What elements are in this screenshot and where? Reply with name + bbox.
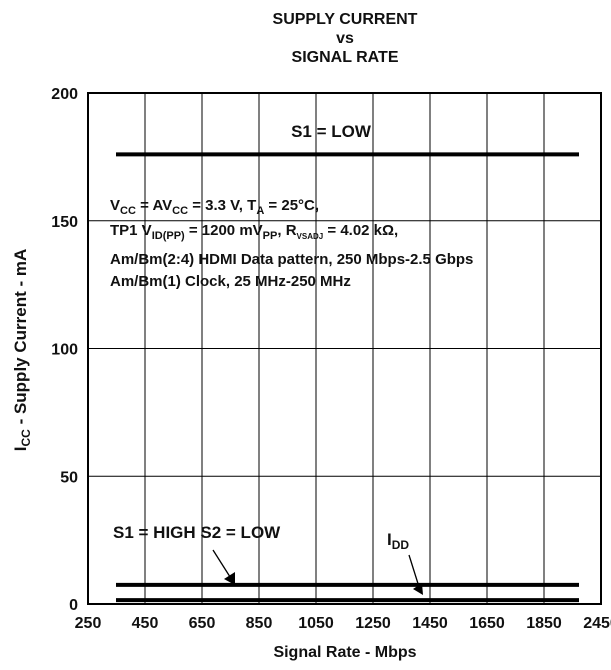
series-label-s1-low: S1 = LOW	[291, 122, 372, 141]
condition-line3-part-0: Am/Bm(2:4) HDMI Data pattern, 250 Mbps-2…	[110, 251, 473, 268]
x-tick-label-0: 250	[75, 615, 102, 632]
condition-line2-part-2: = 1200 mV	[185, 222, 263, 239]
x-tick-label-9: 2450	[583, 615, 611, 632]
y-axis-label-rest: - Supply Current - mA	[11, 249, 30, 429]
x-tick-label-8: 1850	[526, 615, 562, 632]
condition-line1-part-1: CC	[120, 205, 136, 217]
arrow-idd	[408, 554, 421, 591]
arrowhead-s1-high-s2-low	[224, 572, 235, 585]
x-tick-label-6: 1450	[412, 615, 448, 632]
grid-lines	[88, 93, 601, 604]
y-tick-label-4: 200	[51, 86, 78, 103]
x-tick-label-5: 1250	[355, 615, 391, 632]
y-axis-label-main: I	[11, 447, 30, 452]
chart-title-line-2: vs	[336, 30, 354, 47]
condition-line4-part-0: Am/Bm(1) Clock, 25 MHz-250 MHz	[110, 273, 351, 290]
condition-line1-part-6: = 25°C,	[264, 197, 319, 214]
idd-label-main: I	[387, 530, 392, 549]
condition-line2-part-6: = 4.02 kΩ,	[323, 222, 398, 239]
condition-line2-part-1: ID(PP)	[152, 230, 185, 242]
condition-line2: TP1 VID(PP) = 1200 mVPP, RVSADJ = 4.02 k…	[110, 222, 398, 242]
y-tick-label-1: 50	[60, 469, 78, 486]
condition-line1-part-3: CC	[172, 205, 188, 217]
y-tick-label-3: 150	[51, 214, 78, 231]
x-tick-labels: 250 450 650 850 1050 1250 1450 1650 1850 2450	[75, 615, 611, 632]
condition-line2-part-3: PP	[263, 230, 278, 242]
y-tick-labels: 0 50 100 150 200	[51, 86, 78, 614]
data-series	[116, 152, 579, 603]
condition-line1-part-5: A	[256, 205, 264, 217]
test-conditions-note: VCC = AVCC = 3.3 V, TA = 25°C,TP1 VID(PP…	[110, 197, 473, 290]
y-tick-label-2: 100	[51, 342, 78, 359]
x-tick-label-7: 1650	[469, 615, 505, 632]
condition-line4: Am/Bm(1) Clock, 25 MHz-250 MHz	[110, 273, 351, 290]
x-tick-label-2: 650	[189, 615, 216, 632]
x-tick-label-4: 1050	[298, 615, 334, 632]
condition-line2-part-0: TP1 V	[110, 222, 152, 239]
condition-line2-part-5: VSADJ	[297, 232, 324, 241]
condition-line1-part-0: V	[110, 197, 120, 214]
arrowhead-idd	[413, 583, 423, 595]
plot-frame	[87, 92, 602, 605]
series-label-idd: IDD	[387, 530, 409, 552]
condition-line3: Am/Bm(2:4) HDMI Data pattern, 250 Mbps-2…	[110, 251, 473, 268]
series-label-s1-high-s2-low: S1 = HIGH S2 = LOW	[113, 523, 281, 542]
condition-line1: VCC = AVCC = 3.3 V, TA = 25°C,	[110, 197, 319, 217]
chart-title-line-1: SUPPLY CURRENT	[273, 11, 418, 28]
condition-line2-part-4: , R	[277, 222, 296, 239]
chart-title-line-3: SIGNAL RATE	[292, 49, 399, 66]
x-axis-label: Signal Rate - Mbps	[273, 644, 416, 661]
idd-label-sub: DD	[392, 538, 410, 552]
y-axis-label: ICC - Supply Current - mA	[11, 249, 33, 451]
arrow-s1-high-s2-low	[212, 549, 233, 581]
y-tick-label-0: 0	[69, 597, 78, 614]
x-tick-label-1: 450	[132, 615, 159, 632]
x-tick-label-3: 850	[246, 615, 273, 632]
condition-line1-part-2: = AV	[136, 197, 172, 214]
y-axis-label-sub: CC	[19, 429, 33, 447]
condition-line1-part-4: = 3.3 V, T	[188, 197, 256, 214]
